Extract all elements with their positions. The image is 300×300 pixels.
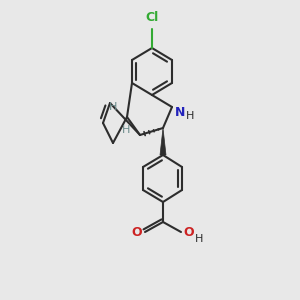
Text: O: O <box>132 226 142 238</box>
Text: H: H <box>195 234 203 244</box>
Text: H: H <box>186 111 194 121</box>
Text: O: O <box>184 226 194 238</box>
Text: H: H <box>109 102 117 112</box>
Text: H: H <box>122 125 130 135</box>
Text: N: N <box>175 106 185 118</box>
Polygon shape <box>160 128 166 155</box>
Text: Cl: Cl <box>146 11 159 24</box>
